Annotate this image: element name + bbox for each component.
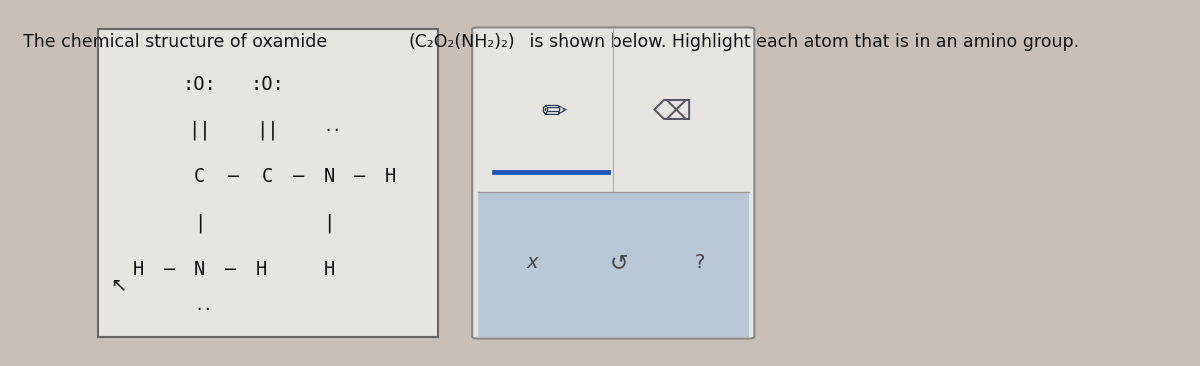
Text: N: N [194, 259, 205, 279]
Text: The chemical structure of oxamide: The chemical structure of oxamide [23, 33, 332, 51]
Text: N: N [323, 167, 335, 186]
Bar [98, 29, 438, 337]
Text: (C₂O₂(NH₂)₂): (C₂O₂(NH₂)₂) [409, 33, 516, 51]
Text: ↺: ↺ [610, 253, 628, 273]
Bar [478, 192, 749, 337]
Text: C: C [194, 167, 205, 186]
Text: :O:: :O: [251, 75, 284, 94]
Text: ?: ? [695, 253, 706, 272]
Text: H: H [133, 259, 144, 279]
Text: —: — [293, 167, 304, 186]
Text: ··: ·· [323, 123, 342, 138]
Text: —: — [354, 167, 365, 186]
Text: ··: ·· [194, 302, 212, 317]
Text: ||: || [257, 121, 280, 141]
Text: ⌫: ⌫ [653, 98, 692, 126]
FancyBboxPatch shape [473, 27, 755, 339]
Text: —: — [228, 167, 240, 186]
Text: ✏: ✏ [541, 98, 566, 127]
Text: H: H [384, 167, 396, 186]
Text: ||: || [188, 121, 211, 141]
Text: is shown below. Highlight each atom that is in an amino group.: is shown below. Highlight each atom that… [524, 33, 1079, 51]
Text: —: — [163, 259, 175, 279]
Text: |: | [323, 213, 335, 233]
Text: H: H [323, 259, 335, 279]
Text: H: H [256, 259, 266, 279]
Text: C: C [262, 167, 274, 186]
Text: ↖: ↖ [110, 275, 126, 294]
Text: :O:: :O: [182, 75, 217, 94]
Text: x: x [527, 253, 538, 272]
Text: |: | [194, 213, 205, 233]
Text: —: — [224, 259, 236, 279]
